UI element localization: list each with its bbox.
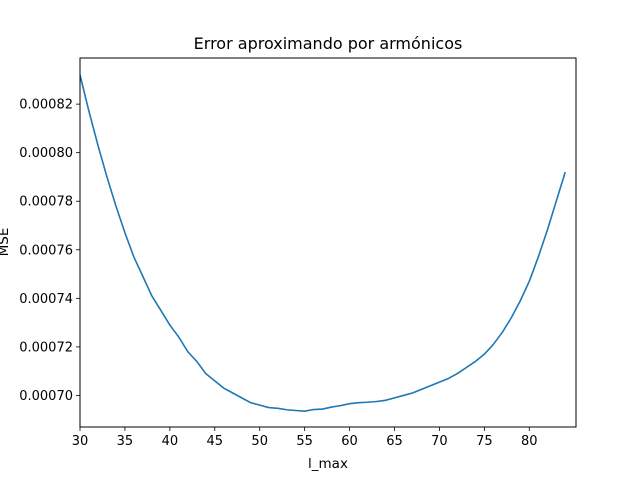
x-tick-label: 70 [431, 434, 448, 449]
y-tick-label: 0.00078 [19, 195, 73, 210]
chart-title: Error aproximando por armónicos [194, 34, 463, 53]
x-tick-label: 45 [207, 434, 224, 449]
plot-frame [79, 57, 577, 428]
x-tick-label: 50 [251, 434, 268, 449]
x-tick-label: 65 [386, 434, 403, 449]
y-tick-label: 0.00070 [19, 389, 73, 404]
x-tick-label: 75 [476, 434, 493, 449]
x-tick-label: 60 [341, 434, 358, 449]
y-tick-label: 0.00074 [19, 292, 73, 307]
series-line-0 [80, 74, 566, 413]
x-axis-label: l_max [308, 456, 348, 472]
x-tick-label: 80 [521, 434, 538, 449]
x-tick-label: 40 [162, 434, 179, 449]
x-tick-label: 55 [296, 434, 313, 449]
x-tick-label: 30 [72, 434, 89, 449]
y-tick-label: 0.00082 [19, 98, 73, 113]
y-tick-label: 0.00076 [19, 243, 73, 258]
y-tick-label: 0.00080 [19, 146, 73, 161]
y-tick-label: 0.00072 [19, 340, 73, 355]
x-tick-label: 35 [117, 434, 134, 449]
y-axis-label: MSE [0, 228, 12, 257]
